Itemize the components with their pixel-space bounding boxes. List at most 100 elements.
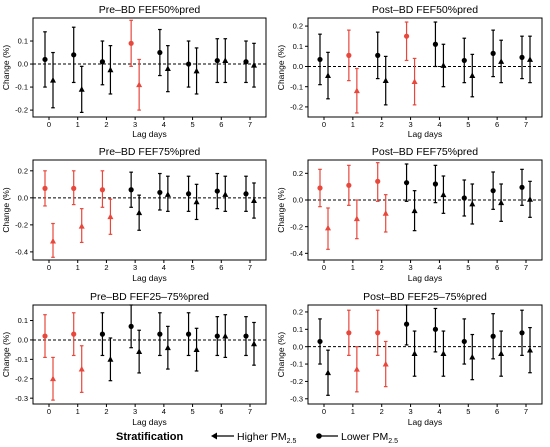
- circle-marker: [71, 331, 77, 337]
- circle-marker: [346, 182, 352, 188]
- x-tick-label: 4: [437, 407, 441, 416]
- plot-frame: [307, 17, 543, 118]
- y-tick-label: -0.1: [15, 83, 28, 92]
- higher-pm-estimate: [193, 327, 200, 372]
- circle-marker: [42, 333, 48, 339]
- circle-marker: [185, 61, 192, 67]
- triangle-marker: [411, 207, 418, 214]
- x-tick-label: 3: [408, 263, 412, 272]
- plot-frame: [32, 159, 267, 261]
- x-tick-label: 1: [351, 263, 355, 272]
- circle-marker: [375, 52, 381, 58]
- circle-marker: [71, 185, 77, 191]
- higher-pm-estimate: [325, 349, 331, 396]
- higher-pm-estimate: [251, 42, 257, 88]
- lower-pm-estimate: [403, 163, 410, 202]
- circle-marker: [432, 181, 439, 187]
- circle-marker: [214, 57, 220, 64]
- lower-pm-estimate: [128, 304, 134, 349]
- higher-pm-estimate: [222, 175, 229, 212]
- chart-panel-3: Post–BD FEF75%pred -0.4 -0.2 0.0 0.2 0 1 2 3 4 5 6 7…: [276, 146, 543, 283]
- higher-pm-estimate: [164, 175, 171, 212]
- y-tick-label: -0.2: [15, 106, 28, 115]
- lower-pm-estimate: [157, 28, 163, 77]
- y-tick-label: 0.0: [18, 193, 28, 202]
- chart-title: Pre–BD FEF75%pred: [99, 146, 201, 158]
- higher-pm-estimate: [325, 51, 331, 100]
- y-tick-label: 0.0: [293, 196, 303, 205]
- circle-marker: [403, 180, 410, 186]
- x-axis-label: Lag days: [408, 129, 443, 139]
- circle-marker: [490, 333, 496, 339]
- lower-pm-estimate: [42, 31, 48, 88]
- higher-pm-estimate: [136, 58, 143, 111]
- lower-pm-estimate: [432, 307, 439, 353]
- circle-marker: [461, 338, 467, 345]
- higher-pm-estimate: [498, 39, 505, 84]
- triangle-marker: [164, 191, 171, 197]
- y-tick-label: -0.2: [290, 222, 303, 231]
- x-tick-label: 2: [380, 407, 384, 416]
- triangle-marker: [469, 353, 476, 360]
- circle-marker: [185, 191, 192, 197]
- circle-marker: [99, 59, 106, 65]
- triangle-marker: [193, 198, 200, 205]
- triangle-marker: [325, 72, 331, 78]
- circle-marker: [243, 191, 249, 197]
- triangle-marker: [107, 356, 114, 362]
- x-tick-label: 0: [47, 120, 51, 129]
- chart-panel-0: Pre–BD FEF50%pred -0.2 -0.1 0.0 0.1 0 1 2 3 4 5 6 7 L…: [1, 4, 267, 139]
- x-axis-label: Lag days: [132, 129, 167, 139]
- x-tick-label: 2: [104, 407, 108, 416]
- triangle-marker: [440, 191, 447, 198]
- x-tick-label: 7: [248, 120, 252, 129]
- x-tick-label: 2: [380, 263, 384, 272]
- triangle-marker: [136, 81, 143, 88]
- chart-title: Post–BD FEF25–75%pred: [363, 291, 487, 303]
- lower-pm-estimate: [243, 40, 249, 84]
- x-tick-label: 3: [133, 120, 137, 129]
- triangle-marker: [325, 224, 331, 231]
- higher-pm-estimate: [411, 57, 418, 106]
- higher-pm-estimate: [164, 325, 171, 370]
- lower-pm-estimate: [243, 175, 249, 212]
- circle-marker: [461, 57, 467, 64]
- higher-pm-estimate: [78, 345, 85, 393]
- circle-marker: [432, 326, 439, 332]
- triangle-marker: [251, 61, 257, 68]
- y-tick-label: -0.2: [15, 374, 28, 383]
- higher-pm-estimate: [353, 67, 360, 114]
- lower-pm-estimate: [346, 309, 352, 356]
- x-tick-label: 5: [190, 263, 194, 272]
- chart-panel-1: Post–BD FEF50%pred -0.2 -0.1 0.0 0.1 0.2 0 1 2 3 4…: [276, 4, 543, 139]
- higher-pm-estimate: [440, 43, 447, 88]
- triangle-marker: [353, 87, 360, 94]
- x-axis-label: Lag days: [408, 273, 443, 283]
- circle-marker: [214, 333, 220, 339]
- triangle-marker: [50, 76, 56, 83]
- lower-pm-estimate: [403, 21, 410, 62]
- y-tick-label: 0.1: [18, 316, 28, 325]
- x-tick-label: 5: [190, 407, 194, 416]
- lower-pm-estimate: [185, 312, 192, 357]
- x-tick-label: 1: [76, 407, 80, 416]
- lower-pm-estimate: [42, 170, 48, 207]
- lower-pm-estimate: [519, 35, 525, 80]
- x-tick-label: 5: [466, 263, 470, 272]
- higher-pm-estimate: [440, 330, 447, 377]
- lower-pm-estimate: [375, 162, 381, 202]
- higher-pm-estimate: [107, 337, 114, 382]
- circle-marker: [42, 185, 48, 191]
- x-tick-label: 4: [162, 120, 166, 129]
- x-tick-label: 3: [133, 263, 137, 272]
- higher-pm-estimate: [50, 222, 56, 258]
- lower-pm-estimate: [185, 175, 192, 212]
- circle-marker: [461, 195, 467, 201]
- triangle-marker: [382, 77, 389, 84]
- x-axis-label: Lag days: [408, 417, 443, 427]
- x-tick-label: 2: [104, 263, 108, 272]
- lower-pm-estimate: [519, 168, 525, 206]
- circle-marker: [519, 54, 525, 60]
- higher-pm-estimate: [251, 182, 257, 219]
- triangle-marker: [136, 209, 143, 216]
